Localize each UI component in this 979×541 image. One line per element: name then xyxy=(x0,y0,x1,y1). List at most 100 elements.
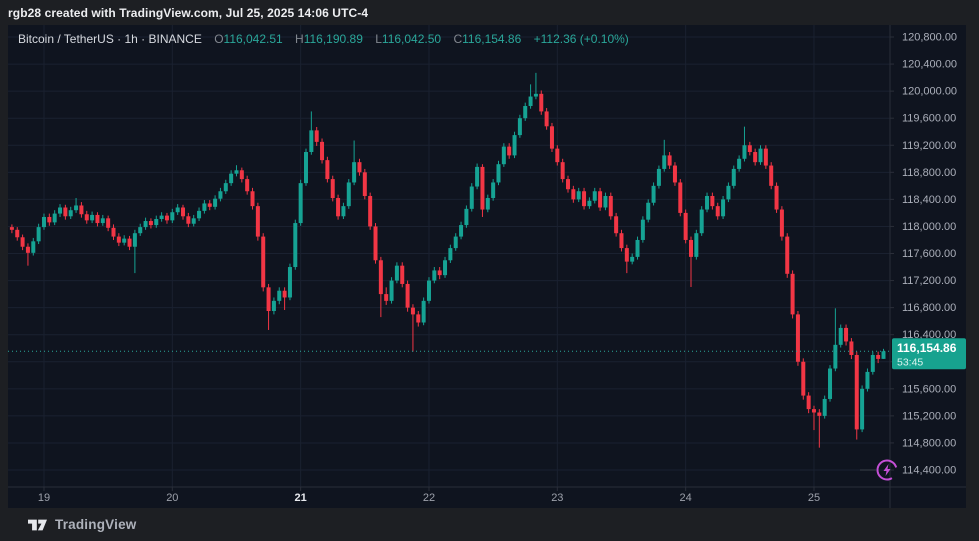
candle-body xyxy=(41,216,46,228)
candlestick-chart[interactable]: 120,800.00 120,400.00 120,000.00 119,600.00… xyxy=(8,25,966,508)
candle-body xyxy=(860,388,865,430)
candle-body xyxy=(159,215,164,219)
price-change: +112.36 (+0.10%) xyxy=(533,32,629,46)
candle-body xyxy=(811,409,816,413)
candle-body xyxy=(507,146,512,156)
symbol-title[interactable]: Bitcoin / TetherUS · 1h · BINANCE xyxy=(18,32,202,46)
candle-body xyxy=(303,152,308,184)
candle-body xyxy=(245,179,250,192)
ohlc-open: O116,042.51 xyxy=(214,32,283,46)
candle-body xyxy=(186,216,191,224)
price-axis-label: 116,800.00 xyxy=(902,302,956,314)
candle-body xyxy=(164,215,169,221)
price-axis-label: 117,600.00 xyxy=(902,248,956,260)
candle-body xyxy=(459,225,464,237)
snapshot-title: rgb28 created with TradingView.com, Jul … xyxy=(8,5,369,20)
flash-button[interactable] xyxy=(876,459,898,481)
candle-body xyxy=(598,191,603,208)
price-axis-label: 119,600.00 xyxy=(902,113,956,125)
candle-body xyxy=(437,270,442,276)
candle-body xyxy=(603,195,608,208)
candle-body xyxy=(769,165,774,186)
time-axis-label: 19 xyxy=(38,492,50,504)
candle-body xyxy=(213,198,218,207)
candle-body xyxy=(672,165,677,183)
candle-body xyxy=(539,93,544,112)
candle-body xyxy=(806,395,811,410)
candle-body xyxy=(223,183,228,192)
candle-body xyxy=(277,290,282,301)
candle-body xyxy=(138,227,143,234)
candle-body xyxy=(662,155,667,169)
candle-body xyxy=(635,239,640,257)
candle-body xyxy=(207,203,212,207)
price-axis-label: 117,200.00 xyxy=(902,275,956,287)
candle-body xyxy=(854,354,859,430)
candle-body xyxy=(320,141,325,161)
candle-body xyxy=(555,148,560,163)
price-axis-label: 118,800.00 xyxy=(902,167,956,179)
time-axis-label: 23 xyxy=(551,492,563,504)
candle-body xyxy=(560,162,565,180)
candle-body xyxy=(464,208,469,226)
candle-body xyxy=(378,260,383,295)
candle-body xyxy=(817,412,822,416)
candle-body xyxy=(587,200,592,207)
candle-body xyxy=(143,221,148,228)
ohlc-high: H116,190.89 xyxy=(295,32,363,46)
candle-body xyxy=(517,118,522,136)
candle-body xyxy=(250,191,255,207)
price-axis-label: 114,800.00 xyxy=(902,437,956,449)
price-axis-label: 118,000.00 xyxy=(902,221,956,233)
candle-body xyxy=(838,327,843,345)
candle-body xyxy=(58,207,63,214)
candle-body xyxy=(523,106,528,119)
price-axis-label: 119,200.00 xyxy=(902,140,956,152)
candle-body xyxy=(20,237,25,247)
candle-body xyxy=(287,267,292,298)
candle-body xyxy=(90,214,95,221)
candle-body xyxy=(15,229,20,238)
candle-body xyxy=(106,218,111,228)
candle-body xyxy=(352,162,357,183)
candle-body xyxy=(197,210,202,219)
candle-body xyxy=(127,238,132,247)
candle-body xyxy=(608,195,613,217)
candle-body xyxy=(614,216,619,234)
price-axis-label: 115,200.00 xyxy=(902,410,956,422)
candle-body xyxy=(389,280,394,301)
candle-body xyxy=(726,185,731,200)
candle-body xyxy=(239,170,244,180)
candle-body xyxy=(731,168,736,186)
candle-body xyxy=(753,152,758,163)
ohlc-low: L116,042.50 xyxy=(375,32,442,46)
candle-body xyxy=(475,166,480,187)
candle-body xyxy=(870,354,875,372)
candle-body xyxy=(400,265,405,284)
candle-body xyxy=(293,223,298,268)
time-axis-label: 21 xyxy=(295,492,307,504)
candle-body xyxy=(384,294,389,301)
candle-body xyxy=(683,212,688,240)
candle-body xyxy=(52,213,57,223)
chart-panel: Bitcoin / TetherUS · 1h · BINANCE O116,0… xyxy=(8,25,966,508)
candle-body xyxy=(624,248,629,262)
candle-body xyxy=(469,186,474,209)
candle-body xyxy=(795,314,800,362)
price-axis-label: 120,800.00 xyxy=(902,32,957,44)
candle-body xyxy=(549,126,554,149)
candle-body xyxy=(79,205,84,215)
candle-body xyxy=(181,207,186,217)
tradingview-logo[interactable]: TradingView xyxy=(28,517,136,533)
candle-body xyxy=(448,248,453,261)
candle-body xyxy=(742,145,747,159)
candle-body xyxy=(95,214,100,224)
candle-body xyxy=(533,93,538,97)
candle-body xyxy=(667,155,672,166)
candle-body xyxy=(678,182,683,213)
candle-body xyxy=(528,96,533,107)
candle-body xyxy=(202,203,207,211)
candle-body xyxy=(694,233,699,257)
candle-body xyxy=(747,145,752,153)
flash-circle xyxy=(876,459,898,481)
